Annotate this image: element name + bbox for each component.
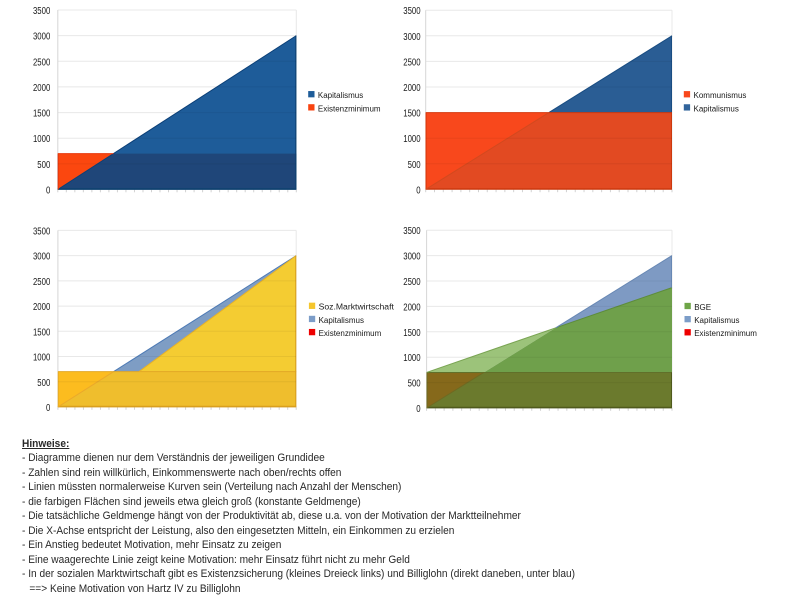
svg-text:3000: 3000: [403, 32, 421, 43]
svg-text:0: 0: [46, 186, 51, 197]
svg-text:Kapitalismus: Kapitalismus: [319, 316, 364, 325]
svg-text:1500: 1500: [403, 109, 421, 120]
svg-text:1000: 1000: [403, 353, 421, 364]
svg-text:1000: 1000: [33, 353, 51, 364]
svg-text:500: 500: [408, 160, 421, 171]
svg-text:Kapitalismus: Kapitalismus: [318, 91, 363, 100]
svg-text:2000: 2000: [403, 302, 421, 313]
svg-text:Kapitalismus: Kapitalismus: [694, 316, 739, 325]
svg-text:0: 0: [416, 404, 421, 415]
svg-text:3500: 3500: [403, 6, 421, 17]
svg-text:0: 0: [46, 403, 51, 414]
svg-text:1500: 1500: [403, 328, 421, 339]
svg-text:2000: 2000: [33, 83, 51, 94]
svg-text:1000: 1000: [33, 134, 51, 145]
svg-text:1500: 1500: [33, 109, 51, 120]
svg-text:1000: 1000: [403, 134, 421, 145]
svg-text:3500: 3500: [33, 226, 51, 237]
svg-text:3000: 3000: [403, 252, 421, 263]
svg-text:2000: 2000: [403, 83, 421, 94]
svg-text:Existenzminimum: Existenzminimum: [694, 329, 757, 338]
svg-text:2500: 2500: [33, 57, 51, 68]
svg-text:500: 500: [408, 379, 421, 390]
svg-text:BGE: BGE: [694, 303, 711, 312]
svg-text:3500: 3500: [33, 6, 51, 17]
svg-text:3000: 3000: [33, 252, 51, 263]
svg-text:Soz.Marktwirtschaft: Soz.Marktwirtschaft: [319, 303, 395, 312]
svg-text:500: 500: [37, 160, 50, 171]
svg-text:0: 0: [416, 185, 421, 196]
svg-text:2500: 2500: [33, 277, 51, 288]
svg-text:3000: 3000: [33, 32, 51, 43]
svg-text:500: 500: [37, 378, 50, 389]
svg-text:1500: 1500: [33, 327, 51, 338]
svg-text:Existenzminimum: Existenzminimum: [318, 104, 381, 113]
svg-text:Existenzminimum: Existenzminimum: [319, 329, 382, 338]
svg-text:2000: 2000: [33, 302, 51, 313]
svg-text:2500: 2500: [403, 57, 421, 68]
svg-text:Kommunismus: Kommunismus: [694, 91, 747, 100]
svg-text:3500: 3500: [403, 226, 421, 237]
svg-text:2500: 2500: [403, 277, 421, 288]
svg-text:Kapitalismus: Kapitalismus: [694, 104, 739, 113]
